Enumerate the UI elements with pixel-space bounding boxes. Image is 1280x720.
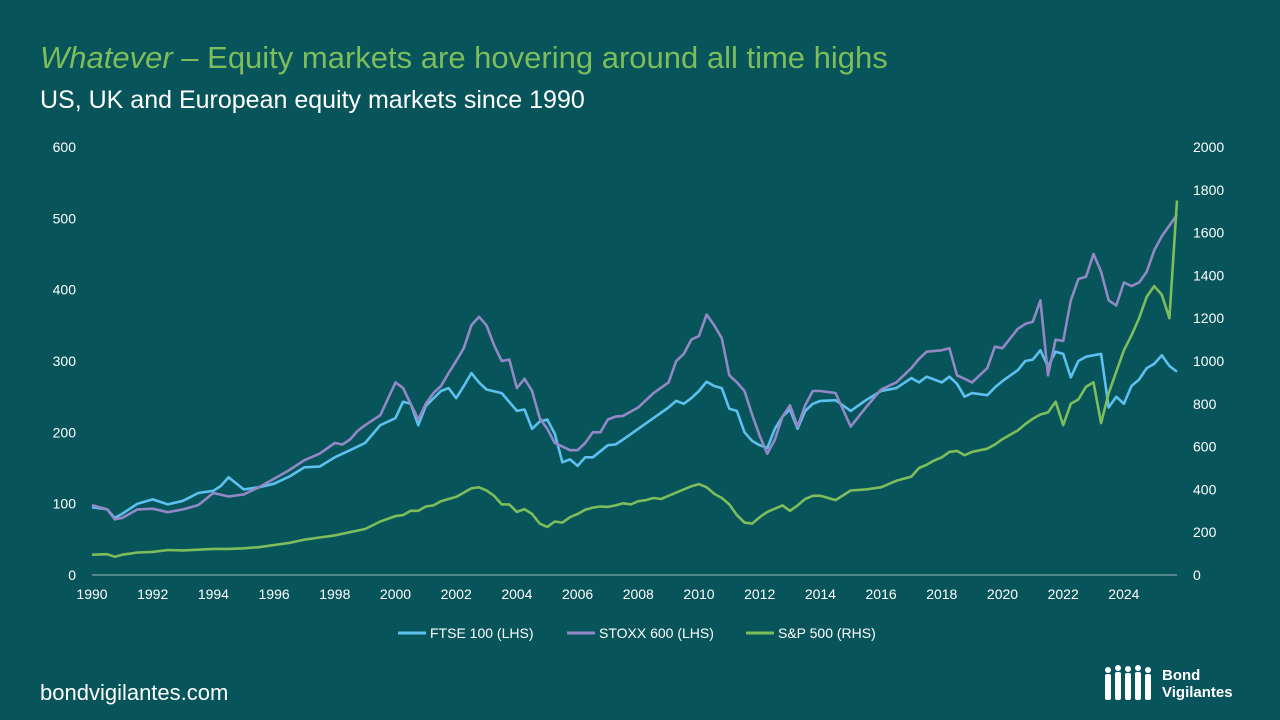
x-tick-label: 2004 [501, 586, 532, 602]
x-tick-label: 1994 [198, 586, 229, 602]
series-line-1 [91, 348, 1178, 520]
footer-url: bondvigilantes.com [40, 680, 229, 705]
logo-line-1: Bond [1162, 667, 1201, 684]
y-left-tick-label: 300 [53, 353, 77, 369]
series-line-2 [91, 214, 1179, 521]
y-left-tick-label: 200 [53, 424, 77, 440]
y-left-tick-label: 100 [53, 496, 77, 512]
legend-label-2: STOXX 600 (LHS) [599, 625, 714, 641]
x-tick-label: 2012 [744, 586, 775, 602]
chart-title-rest: – Equity markets are hovering around all… [172, 40, 888, 75]
y-right-tick-label: 800 [1193, 396, 1217, 412]
y-right-tick-label: 0 [1193, 567, 1201, 583]
x-tick-label: 2018 [926, 586, 957, 602]
series-line-3 [91, 200, 1179, 559]
y-right-tick-label: 400 [1193, 481, 1217, 497]
chart-title-italic: Whatever [40, 40, 173, 75]
y-right-tick-label: 1200 [1193, 310, 1224, 326]
x-tick-label: 2000 [380, 586, 411, 602]
logo-line-2: Vigilantes [1162, 684, 1233, 701]
x-tick-label: 1998 [319, 586, 350, 602]
y-left-tick-label: 600 [53, 139, 77, 155]
y-right-tick-label: 1800 [1193, 182, 1224, 198]
x-tick-label: 2024 [1108, 586, 1139, 602]
x-tick-label: 1996 [259, 586, 290, 602]
x-tick-label: 2008 [623, 586, 654, 602]
x-tick-label: 2006 [562, 586, 593, 602]
y-left-tick-label: 500 [53, 210, 77, 226]
y-left-tick-label: 400 [53, 282, 77, 298]
x-tick-label: 1992 [137, 586, 168, 602]
y-right-tick-label: 1000 [1193, 353, 1224, 369]
people-silhouette-icon [1105, 665, 1151, 700]
chart-title: Whatever – Equity markets are hovering a… [40, 40, 888, 76]
x-tick-label: 2002 [441, 586, 472, 602]
y-right-tick-label: 1400 [1193, 267, 1224, 283]
x-tick-label: 1990 [76, 586, 107, 602]
bond-vigilantes-logo: Bond Vigilantes [1100, 662, 1250, 710]
x-tick-label: 2010 [683, 586, 714, 602]
legend-label-1: FTSE 100 (LHS) [430, 625, 533, 641]
x-tick-label: 2016 [866, 586, 897, 602]
x-tick-label: 2022 [1048, 586, 1079, 602]
y-right-tick-label: 200 [1193, 524, 1217, 540]
y-right-tick-label: 600 [1193, 439, 1217, 455]
y-right-tick-label: 1600 [1193, 225, 1224, 241]
y-left-tick-label: 0 [68, 567, 76, 583]
y-right-tick-label: 2000 [1193, 139, 1224, 155]
legend-label-3: S&P 500 (RHS) [778, 625, 876, 641]
chart-subtitle: US, UK and European equity markets since… [40, 86, 585, 114]
x-tick-label: 2014 [805, 586, 836, 602]
x-tick-label: 2020 [987, 586, 1018, 602]
